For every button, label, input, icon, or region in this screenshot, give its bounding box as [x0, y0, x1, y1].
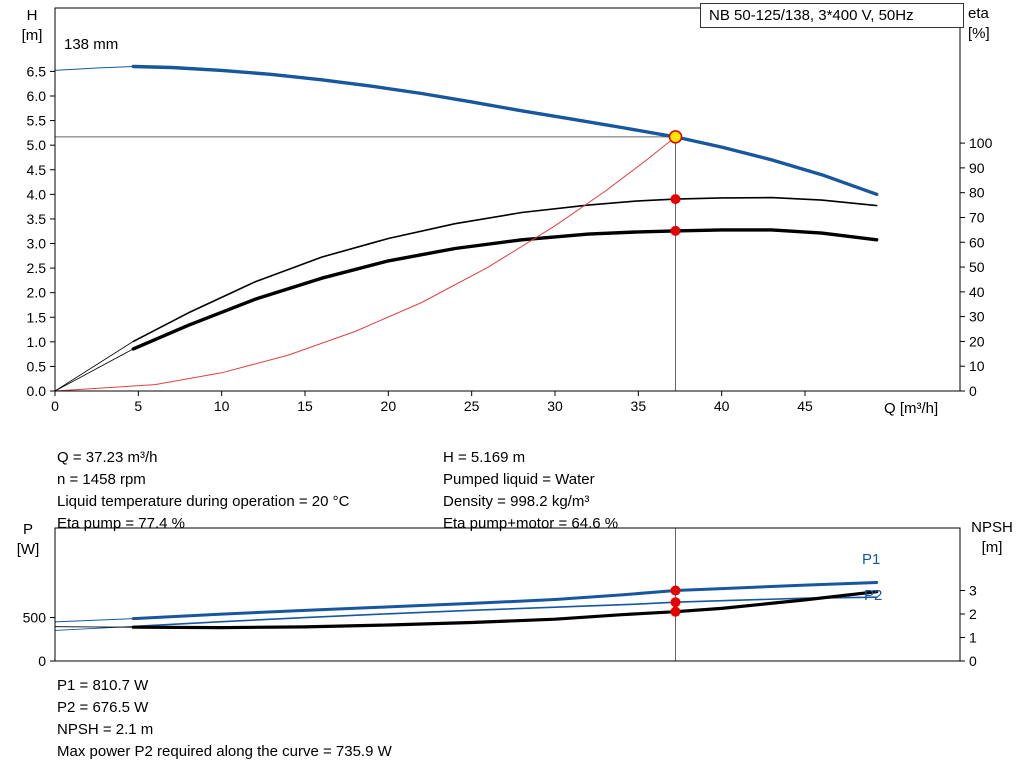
y-right-tick-label: 50 — [969, 259, 985, 275]
p2-value: P2 = 676.5 W — [57, 699, 149, 716]
y-left-tick-label: 2.0 — [27, 285, 47, 301]
y-left-tick-label: 4.5 — [27, 162, 47, 178]
y-left-tick-label: 2.5 — [27, 260, 47, 276]
operating-data-right-column: H = 5.169 m Pumped liquid = Water Densit… — [443, 447, 618, 535]
y-right-tick-label: 3 — [969, 583, 977, 599]
q-axis-label: Q [m³/h] — [884, 400, 939, 417]
p1-value: P1 = 810.7 W — [57, 677, 149, 694]
x-tick-label: 35 — [631, 398, 647, 414]
curve-point-marker — [670, 597, 681, 608]
y-left-tick-label: 5.5 — [27, 113, 47, 129]
series-qh-curve — [131, 64, 879, 197]
y-left-tick-label: 3.0 — [27, 236, 47, 252]
series-eta-pump-motor-curve — [131, 228, 879, 351]
operating-data-left-column: Q = 37.23 m³/h n = 1458 rpm Liquid tempe… — [57, 447, 349, 535]
y-left-tick-label: 1.0 — [27, 334, 47, 350]
y-right-tick-label: 90 — [969, 160, 985, 176]
p-axis-title: P [W] — [8, 520, 48, 560]
y-right-tick-label: 30 — [969, 309, 985, 325]
series-npsh-below-min-flow — [54, 626, 134, 628]
plot-frame — [54, 527, 961, 662]
y-left-tick-label: 0.0 — [27, 383, 47, 399]
y-left-tick-label: 5.0 — [27, 137, 47, 153]
p-axis-unit: [W] — [16, 541, 40, 558]
npsh-axis-title: NPSH [m] — [964, 518, 1020, 558]
series-system-curve — [54, 136, 676, 392]
max-power-value: Max power P2 required along the curve = … — [57, 743, 392, 760]
series-npsh-curve — [131, 590, 879, 630]
head-value: H = 5.169 m — [443, 449, 526, 466]
density-value: Density = 998.2 kg/m³ — [443, 493, 590, 510]
x-tick-label: 15 — [297, 398, 313, 414]
curve-point-marker — [670, 585, 681, 596]
power-npsh-chart: 0 500 0 1 2 3 — [23, 527, 977, 669]
y-right-tick-label: 0 — [969, 653, 977, 669]
npsh-axis-unit: [m] — [981, 539, 1003, 556]
y-left-tick-label: 0 — [38, 653, 46, 669]
pump-title-box: NB 50-125/138, 3*400 V, 50Hz — [700, 3, 964, 28]
p2-curve-label: P2 — [864, 587, 883, 604]
x-tick-label: 40 — [714, 398, 730, 414]
eta-axis-unit: [%] — [968, 25, 990, 42]
y-right-tick-label: 80 — [969, 185, 985, 201]
series-qh-below-min-flow — [54, 66, 134, 71]
speed-value: n = 1458 rpm — [57, 471, 146, 488]
y-left-tick-label: 1.5 — [27, 309, 47, 325]
y-left-tick-label: 3.5 — [27, 211, 47, 227]
series-p2-curve — [132, 596, 878, 628]
series-eta-pump-below-min-flow — [54, 340, 134, 392]
series-eta-pump-curve — [132, 196, 878, 343]
operating-point-marker — [668, 130, 683, 144]
curve-point-marker — [670, 606, 681, 617]
y-right-tick-label: 100 — [969, 135, 993, 151]
eta-axis-title: eta [%] — [968, 4, 1018, 44]
pumped-liquid-value: Pumped liquid = Water — [443, 471, 595, 488]
x-tick-label: 45 — [797, 398, 813, 414]
y-right-tick-label: 0 — [969, 383, 977, 399]
series-p1-below-min-flow — [54, 618, 134, 623]
x-tick-label: 0 — [51, 398, 59, 414]
npsh-value: NPSH = 2.1 m — [57, 721, 154, 738]
y-left-tick-label: 4.0 — [27, 186, 47, 202]
qh-eta-chart: 0 5 10 15 20 25 30 35 40 45 0.0 0.5 1.0 1.5 2.0 2.5 3.0 3… — [27, 7, 993, 414]
p1-curve-label: P1 — [862, 551, 881, 568]
y-left-tick-label: 0.5 — [27, 358, 47, 374]
y-right-tick-label: 40 — [969, 284, 985, 300]
h-axis-title: H [m] — [12, 6, 52, 46]
eta-pump-motor-value: Eta pump+motor = 64.6 % — [443, 515, 619, 532]
curve-point-marker — [670, 225, 681, 236]
y-left-tick-label: 6.0 — [27, 88, 47, 104]
y-right-tick-label: 70 — [969, 209, 985, 225]
eta-axis-symbol: eta — [968, 5, 989, 22]
liquid-temperature-value: Liquid temperature during operation = 20… — [57, 493, 350, 510]
p-axis-symbol: P — [22, 521, 33, 538]
x-tick-label: 25 — [464, 398, 480, 414]
h-axis-symbol: H — [26, 7, 38, 24]
y-right-tick-label: 1 — [969, 630, 977, 646]
plot-frame — [54, 7, 961, 392]
series-p1-curve — [131, 581, 879, 621]
y-left-tick-label: 6.5 — [27, 63, 47, 79]
series-eta-pump-motor-below-min-flow — [54, 348, 134, 392]
x-tick-label: 5 — [134, 398, 142, 414]
flow-value: Q = 37.23 m³/h — [57, 449, 158, 466]
x-tick-label: 20 — [381, 398, 397, 414]
eta-pump-value: Eta pump = 77.4 % — [57, 515, 185, 532]
y-right-tick-label: 20 — [969, 333, 985, 349]
result-data-block: P1 = 810.7 W P2 = 676.5 W NPSH = 2.1 m M… — [57, 675, 392, 763]
x-tick-label: 10 — [214, 398, 230, 414]
h-axis-unit: [m] — [21, 27, 43, 44]
npsh-axis-symbol: NPSH — [971, 519, 1013, 536]
x-tick-label: 30 — [547, 398, 563, 414]
y-left-tick-label: 500 — [23, 610, 47, 626]
y-right-tick-label: 2 — [969, 606, 977, 622]
impeller-diameter-label: 138 mm — [64, 36, 119, 53]
y-right-tick-label: 10 — [969, 358, 985, 374]
curve-point-marker — [670, 194, 681, 205]
y-right-tick-label: 60 — [969, 234, 985, 250]
